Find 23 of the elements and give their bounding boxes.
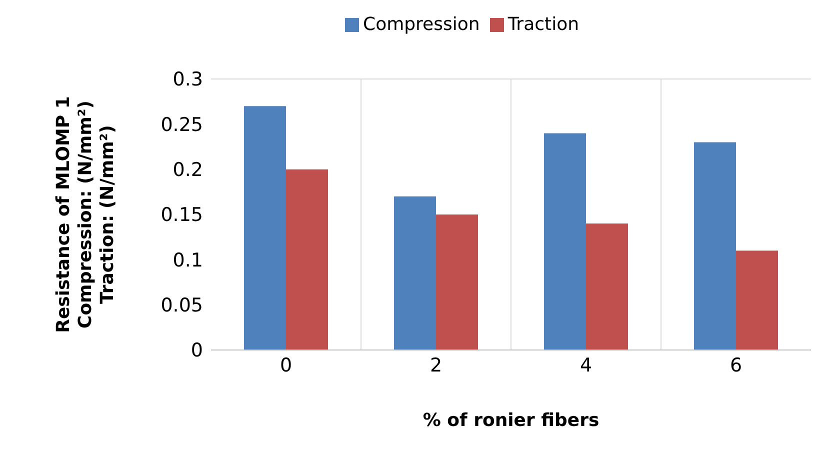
- bar: [244, 106, 286, 350]
- y-tick-label: 0.05: [160, 294, 203, 317]
- x-tick-label: 6: [730, 354, 742, 376]
- y-tick-label: 0.2: [172, 159, 203, 182]
- x-tick-label: 0: [280, 354, 292, 376]
- y-tick-label: 0.3: [172, 68, 203, 91]
- bar: [694, 142, 736, 350]
- bar: [736, 250, 778, 350]
- y-tick-label: 0.1: [172, 249, 203, 272]
- bar: [436, 214, 478, 350]
- bar: [586, 224, 628, 350]
- bar: [394, 196, 436, 350]
- x-tick-label: 2: [430, 354, 442, 376]
- y-axis-title: Resistance of MLOMP 1 Compression: (N/mm²) Traction: (N/mm²): [53, 96, 118, 333]
- legend-label: Compression: [363, 14, 480, 35]
- y-tick-label: 0.25: [160, 114, 203, 136]
- y-tick-label: 0.15: [160, 204, 203, 226]
- y-tick-label: 0: [190, 340, 203, 362]
- x-tick-label: 4: [580, 354, 592, 376]
- bar: [544, 133, 586, 350]
- legend-label: Traction: [508, 14, 579, 35]
- bar: [286, 169, 328, 350]
- x-axis-title: % of ronier fibers: [422, 410, 600, 431]
